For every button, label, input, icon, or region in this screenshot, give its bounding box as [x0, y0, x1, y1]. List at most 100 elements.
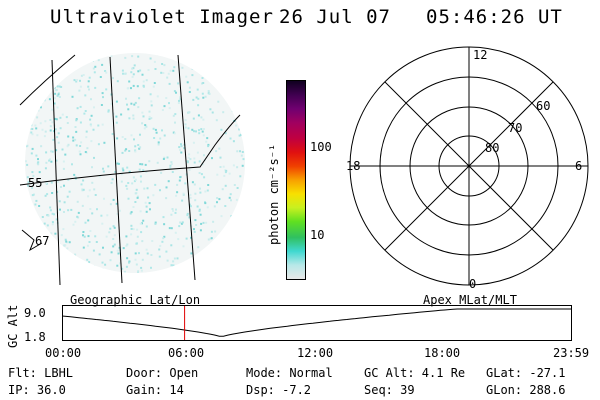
- speckle-dot: [157, 141, 160, 144]
- speckle-dot: [63, 184, 65, 187]
- auroral-image-panel: 55 67: [19, 53, 245, 286]
- speckle-dot: [137, 70, 140, 73]
- speckle-dot: [162, 158, 165, 160]
- speckle-dot: [170, 161, 173, 164]
- speckle-dot: [128, 117, 131, 120]
- speckle-dot: [87, 235, 90, 238]
- speckle-dot: [25, 122, 28, 125]
- speckle-dot: [193, 130, 195, 133]
- speckle-dot: [141, 240, 144, 243]
- speckle-dot: [50, 150, 53, 153]
- speckle-dot: [52, 138, 55, 141]
- speckle-dot: [204, 190, 207, 193]
- speckle-dot: [210, 65, 213, 68]
- speckle-dot: [198, 209, 201, 212]
- speckle-dot: [112, 112, 115, 115]
- speckle-dot: [196, 88, 199, 91]
- speckle-dot: [197, 114, 200, 117]
- speckle-dot: [61, 53, 64, 56]
- speckle-dot: [51, 212, 54, 215]
- speckle-dot: [90, 98, 92, 101]
- speckle-dot: [189, 158, 192, 161]
- speckle-dot: [195, 266, 198, 269]
- speckle-dot: [145, 205, 148, 208]
- timeline-frame: [62, 305, 572, 341]
- speckle-dot: [28, 69, 31, 71]
- speckle-dot: [91, 166, 93, 169]
- speckle-dot: [141, 272, 144, 273]
- speckle-dot: [33, 211, 36, 214]
- speckle-dot: [39, 255, 42, 257]
- speckle-dot: [198, 172, 201, 174]
- speckle-dot: [59, 56, 62, 59]
- speckle-dot: [78, 64, 81, 67]
- speckle-dot: [58, 64, 61, 67]
- speckle-dot: [116, 249, 119, 252]
- speckle-dot: [142, 80, 145, 83]
- speckle-dot: [238, 134, 241, 137]
- speckle-dot: [132, 114, 135, 117]
- speckle-dot: [44, 167, 47, 170]
- speckle-dot: [56, 94, 59, 97]
- speckle-dot: [31, 171, 34, 174]
- speckle-dot: [182, 245, 185, 248]
- speckle-dot: [28, 228, 31, 231]
- speckle-dot: [228, 91, 231, 94]
- speckle-dot: [137, 270, 140, 273]
- speckle-dot: [133, 180, 136, 183]
- speckle-dot: [48, 159, 51, 162]
- speckle-dot: [36, 116, 39, 119]
- speckle-dot: [225, 255, 228, 258]
- speckle-dot: [139, 175, 142, 178]
- speckle-dot: [197, 97, 200, 100]
- speckle-dot: [65, 240, 68, 243]
- speckle-dot: [116, 80, 119, 83]
- speckle-dot: [175, 208, 177, 211]
- speckle-dot: [94, 194, 97, 196]
- speckle-dot: [122, 247, 125, 250]
- speckle-dot: [80, 141, 83, 144]
- speckle-dot: [57, 180, 60, 183]
- speckle-dot: [238, 71, 241, 74]
- speckle-dot: [88, 76, 91, 79]
- speckle-dot: [127, 197, 130, 200]
- speckle-dot: [178, 146, 181, 149]
- speckle-dot: [115, 115, 118, 118]
- speckle-dot: [135, 263, 138, 266]
- instrument-title: Ultraviolet Imager: [50, 6, 274, 28]
- speckle-dot: [216, 197, 219, 199]
- speckle-dot: [72, 223, 75, 226]
- speckle-dot: [121, 167, 124, 170]
- speckle-dot: [136, 228, 139, 231]
- speckle-dot: [180, 222, 183, 225]
- speckle-dot: [163, 235, 166, 238]
- ip-info: IP: 36.0: [8, 383, 66, 397]
- speckle-dot: [132, 73, 135, 76]
- speckle-dot: [57, 141, 60, 144]
- speckle-dot: [147, 196, 150, 199]
- speckle-dot: [92, 67, 95, 70]
- speckle-dot: [222, 165, 225, 168]
- speckle-dot: [43, 88, 46, 91]
- speckle-dot: [84, 151, 87, 153]
- speckle-dot: [62, 167, 65, 170]
- speckle-dot: [184, 126, 187, 129]
- speckle-dot: [128, 170, 131, 173]
- speckle-dot: [93, 265, 96, 268]
- glon-info: GLon: 288.6: [486, 383, 566, 397]
- speckle-dot: [167, 72, 170, 75]
- speckle-dot: [244, 85, 245, 88]
- speckle-dot: [73, 79, 76, 82]
- speckle-dot: [50, 160, 53, 163]
- speckle-dot: [58, 85, 61, 88]
- speckle-dot: [180, 143, 182, 146]
- speckle-dot: [225, 169, 228, 172]
- speckle-dot: [85, 262, 88, 265]
- speckle-dot: [40, 145, 43, 148]
- speckle-dot: [58, 54, 60, 57]
- speckle-dot: [134, 192, 137, 195]
- grid-line: [51, 59, 61, 286]
- speckle-dot: [116, 137, 119, 140]
- speckle-dot: [27, 226, 30, 229]
- speckle-dot: [148, 115, 151, 118]
